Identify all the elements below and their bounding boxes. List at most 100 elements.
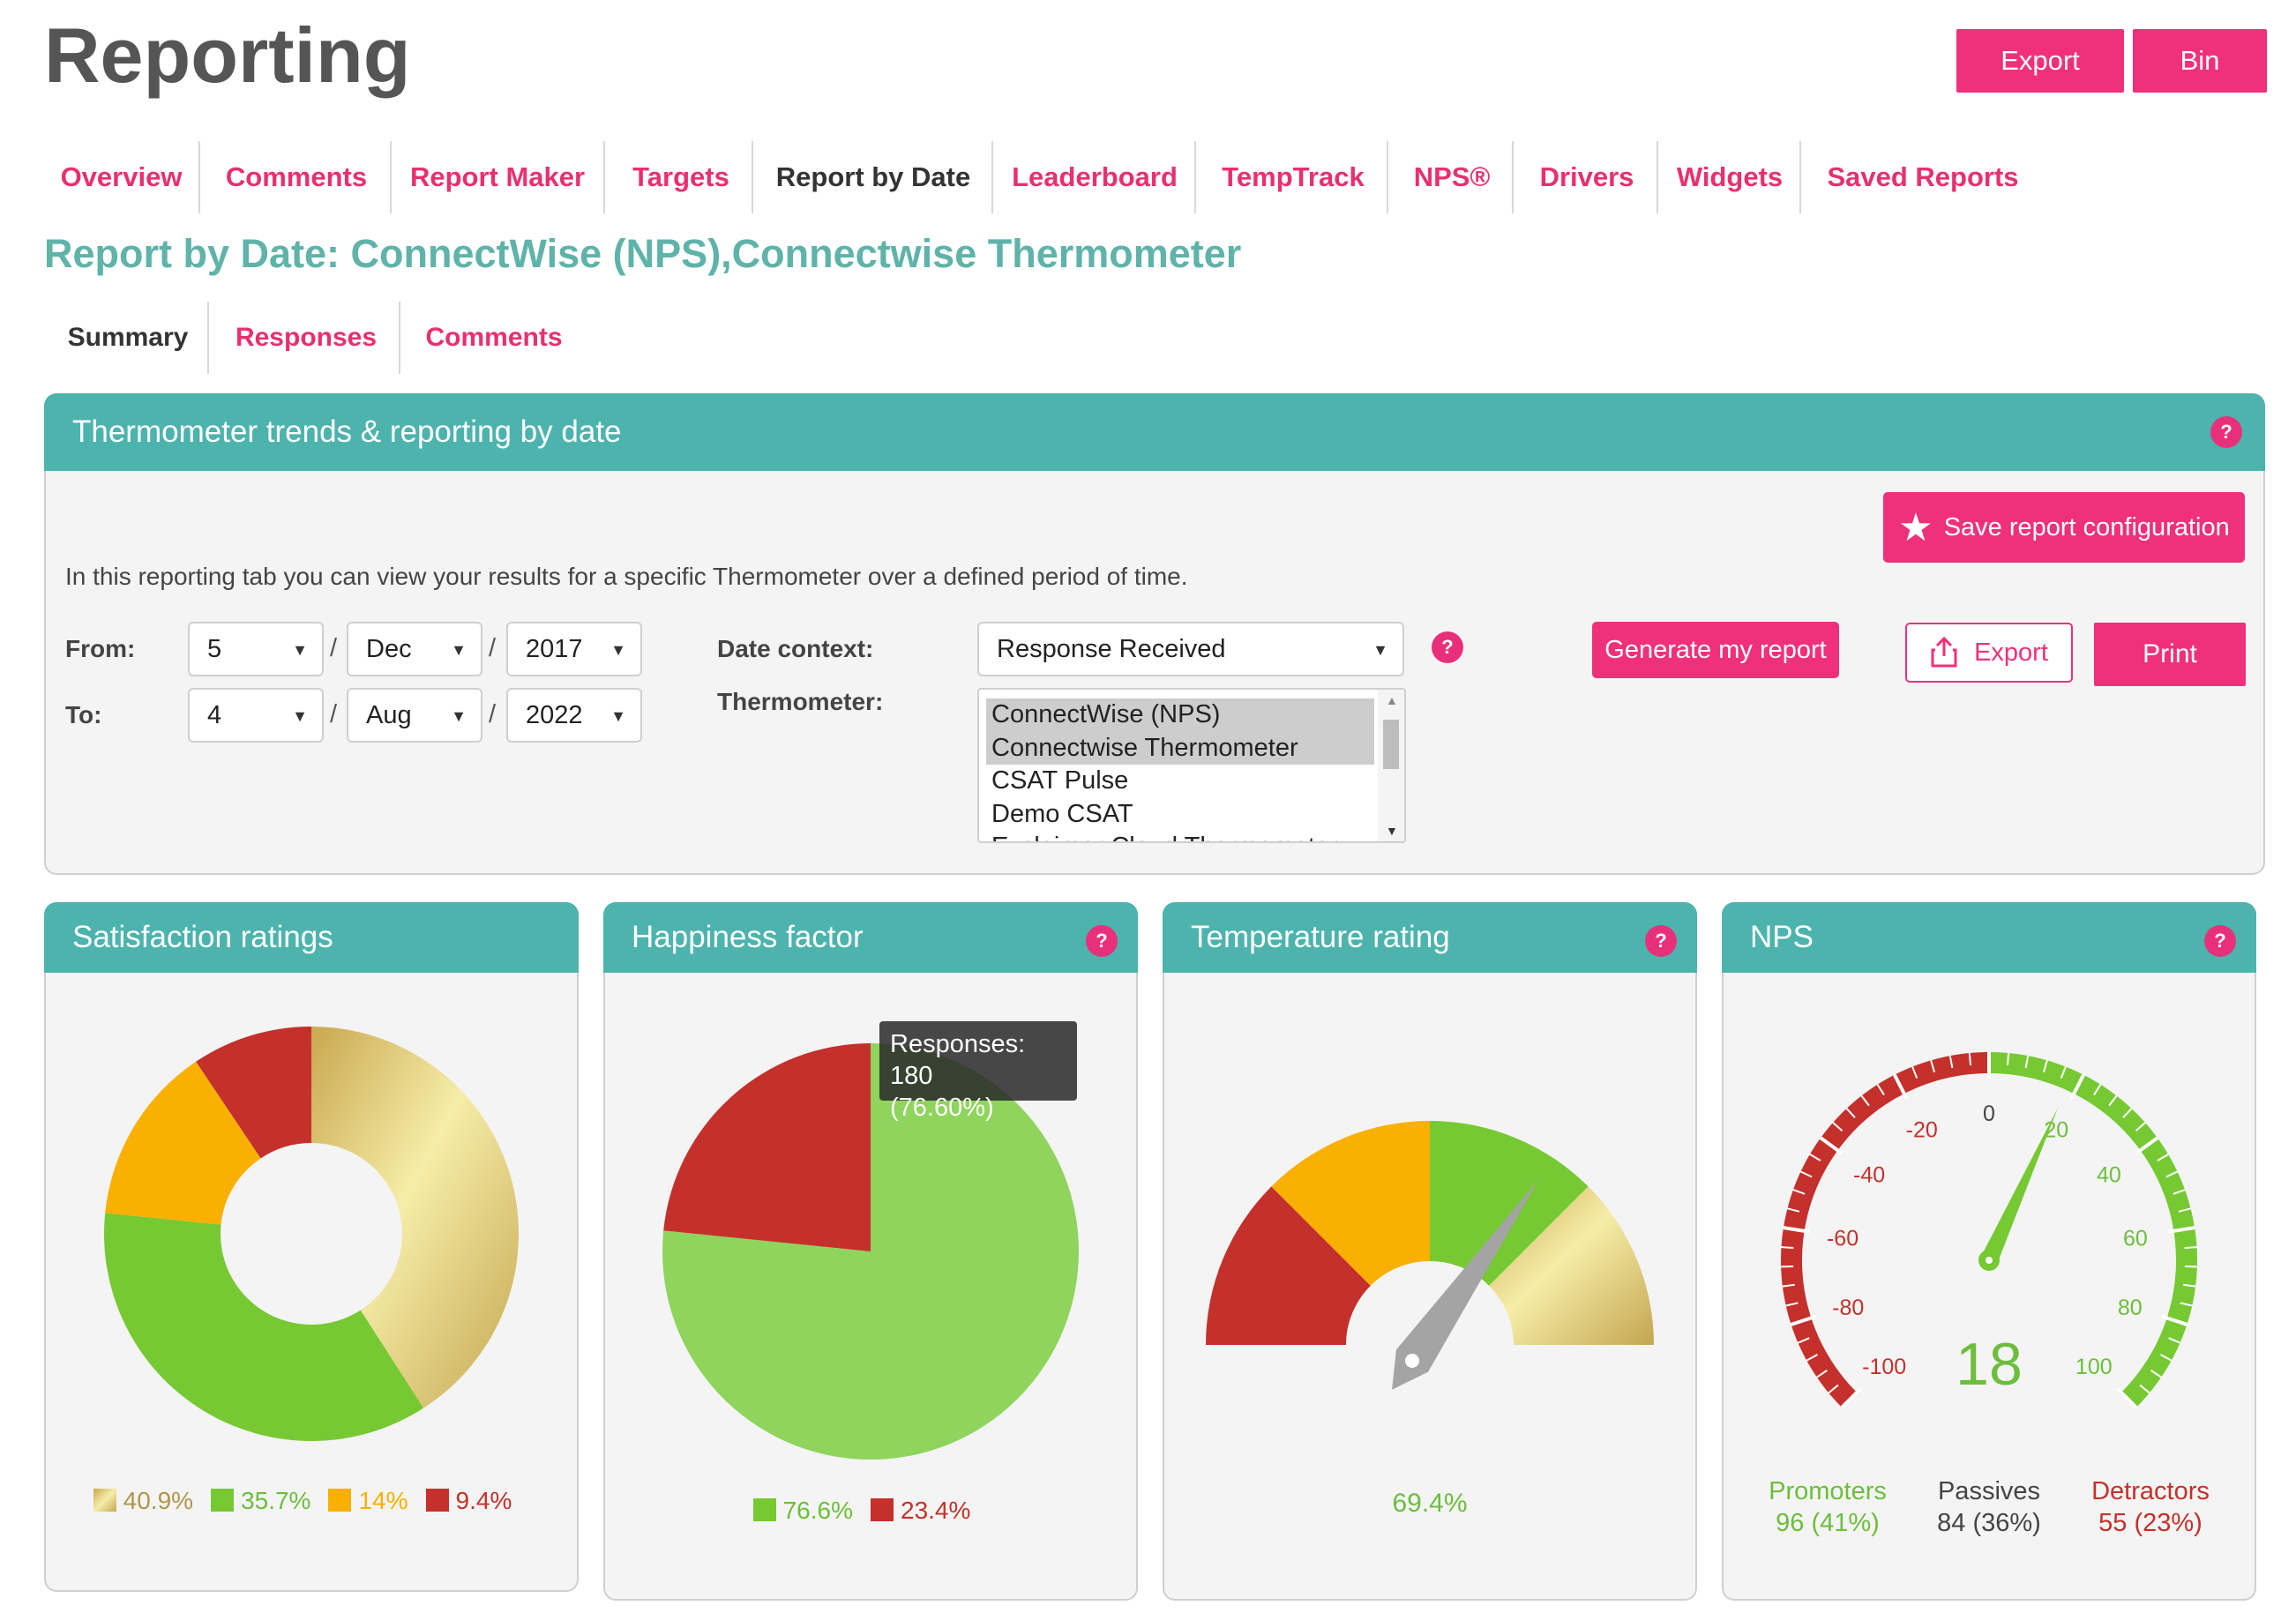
donut-slice[interactable] — [105, 1061, 261, 1225]
help-icon[interactable]: ? — [2210, 416, 2242, 448]
gauge-tick-label: 60 — [2123, 1227, 2148, 1251]
donut-slice[interactable] — [311, 1027, 519, 1408]
date-separator: / — [489, 634, 497, 662]
thermometer-option[interactable]: Demo CSAT — [991, 799, 1133, 828]
satisfaction-card-header: Satisfaction ratings — [44, 902, 579, 973]
nav-divider — [1387, 141, 1388, 213]
thermometer-listbox[interactable]: ConnectWise (NPS) Connectwise Thermometer… — [977, 688, 1406, 843]
nav-tab-leaderboard[interactable]: Leaderboard — [1012, 161, 1178, 192]
donut-slice[interactable] — [196, 1027, 311, 1159]
legend-item[interactable]: 40.9% — [93, 1487, 193, 1514]
promoters-label: Promoters — [1769, 1477, 1887, 1505]
gauge-tick — [1876, 1084, 1885, 1096]
passives-stat: Passives 84 (36%) — [1901, 1475, 2077, 1539]
panel-export-button[interactable]: Export — [1905, 623, 2073, 683]
legend-label: 40.9% — [123, 1487, 194, 1514]
subtab-comments[interactable]: Comments — [425, 323, 563, 352]
legend-item[interactable]: 9.4% — [425, 1487, 512, 1514]
page-title: Reporting — [44, 11, 411, 99]
report-heading: Report by Date: ConnectWise (NPS),Connec… — [44, 231, 1242, 276]
scroll-thumb[interactable] — [1383, 720, 1399, 769]
gauge-tick — [2024, 1055, 2030, 1069]
nav-tab-temptrack[interactable]: TempTrack — [1222, 161, 1365, 192]
nav-tab-widgets[interactable]: Widgets — [1676, 161, 1784, 192]
scroll-up-icon[interactable]: ▲ — [1386, 693, 1398, 707]
happiness-legend: 76.6% 23.4% — [603, 1497, 1138, 1525]
nav-tab-report-maker[interactable]: Report Maker — [409, 161, 586, 192]
to-month-select[interactable]: Aug ▼ — [347, 688, 482, 743]
tooltip-line: (76.60%) — [890, 1094, 994, 1122]
nav-divider — [603, 141, 605, 213]
gauge-tick — [1828, 1384, 1839, 1394]
help-icon[interactable]: ? — [1645, 925, 1677, 957]
save-config-button[interactable]: ★ Save report configuration — [1883, 492, 2245, 563]
nav-divider — [1799, 141, 1801, 213]
from-month-select[interactable]: Dec ▼ — [347, 622, 482, 676]
to-day-select[interactable]: 4 ▼ — [188, 688, 324, 743]
thermometer-option[interactable]: Exclaimer Cloud Thermometer — [986, 831, 1374, 841]
passives-label: Passives — [1937, 1477, 2041, 1505]
nav-divider — [1657, 141, 1658, 213]
nav-tab-overview[interactable]: Overview — [60, 161, 183, 192]
share-icon — [1931, 637, 1957, 668]
gauge-tick — [2116, 1387, 2138, 1409]
satisfaction-title: Satisfaction ratings — [72, 920, 333, 954]
date-context-select[interactable]: Response Received ▼ — [977, 622, 1404, 676]
nav-tab-saved-reports[interactable]: Saved Reports — [1827, 161, 2019, 192]
chevron-down-icon: ▼ — [451, 707, 467, 725]
subtab-summary[interactable]: Summary — [67, 323, 189, 352]
gauge-tick — [1948, 1055, 1954, 1069]
thermometer-option[interactable]: CSAT Pulse — [991, 766, 1129, 795]
date-context-label: Date context: — [717, 635, 874, 662]
gauge-tick — [1845, 1108, 1856, 1118]
from-day-select[interactable]: 5 ▼ — [188, 622, 324, 676]
happiness-pie-chart — [662, 1043, 1079, 1460]
from-year-select[interactable]: 2017 ▼ — [506, 622, 642, 676]
pie-slice[interactable] — [662, 1043, 1079, 1460]
gauge-tick — [1798, 1337, 1810, 1344]
scroll-down-icon[interactable]: ▼ — [1386, 824, 1398, 838]
legend-item[interactable]: 76.6% — [752, 1497, 853, 1524]
nav-tab-targets[interactable]: Targets — [632, 161, 729, 192]
pie-tooltip: Responses: 180 (76.60%) — [879, 1021, 1077, 1122]
temperature-card-header: Temperature rating — [1163, 902, 1697, 973]
gauge-tick — [1893, 1073, 1909, 1100]
help-icon[interactable]: ? — [1086, 925, 1118, 957]
nav-tab-drivers[interactable]: Drivers — [1539, 161, 1634, 192]
panel-export-label: Export — [1974, 638, 2048, 667]
to-month-value: Aug — [366, 700, 412, 729]
nav-tab-comments[interactable]: Comments — [225, 161, 368, 192]
gauge-tick — [2122, 1108, 2133, 1118]
nav-divider — [991, 141, 993, 213]
listbox-scrollbar[interactable]: ▲ ▼ — [1378, 690, 1404, 841]
gauge-pivot — [1405, 1354, 1419, 1368]
nps-card-header: NPS — [1722, 902, 2256, 973]
legend-item[interactable]: 23.4% — [871, 1497, 970, 1524]
subtab-responses[interactable]: Responses — [235, 323, 378, 352]
help-icon[interactable]: ? — [1432, 631, 1463, 663]
save-config-label: Save report configuration — [1943, 512, 2230, 541]
generate-report-button[interactable]: Generate my report — [1592, 622, 1839, 678]
print-button[interactable]: Print — [2094, 623, 2246, 686]
to-year-select[interactable]: 2022 ▼ — [506, 688, 642, 743]
temperature-title: Temperature rating — [1191, 920, 1450, 954]
nav-tab-report-by-date[interactable]: Report by Date — [775, 161, 971, 192]
thermometer-option[interactable]: ConnectWise (NPS) — [986, 698, 1374, 732]
pie-slice[interactable] — [663, 1043, 871, 1251]
export-button[interactable]: Export — [1956, 29, 2124, 93]
help-icon[interactable]: ? — [2204, 925, 2236, 957]
thermometer-label: Thermometer: — [717, 688, 884, 715]
thermometer-option[interactable]: Connectwise Thermometer — [986, 731, 1374, 765]
nav-tab-nps[interactable]: NPS® — [1413, 161, 1491, 192]
nps-title: NPS — [1750, 920, 1814, 954]
legend-item[interactable]: 14% — [328, 1487, 408, 1514]
legend-swatch — [425, 1489, 449, 1512]
legend-swatch — [871, 1498, 894, 1521]
gauge-tick-label: 0 — [1983, 1101, 1995, 1126]
gauge-tick — [2160, 1354, 2173, 1362]
legend-item[interactable]: 35.7% — [211, 1487, 310, 1514]
nps-score: 18 — [1956, 1331, 2023, 1398]
donut-slice[interactable] — [103, 1213, 424, 1441]
gauge-tick-label: 100 — [2075, 1355, 2113, 1379]
bin-button[interactable]: Bin — [2133, 29, 2267, 93]
